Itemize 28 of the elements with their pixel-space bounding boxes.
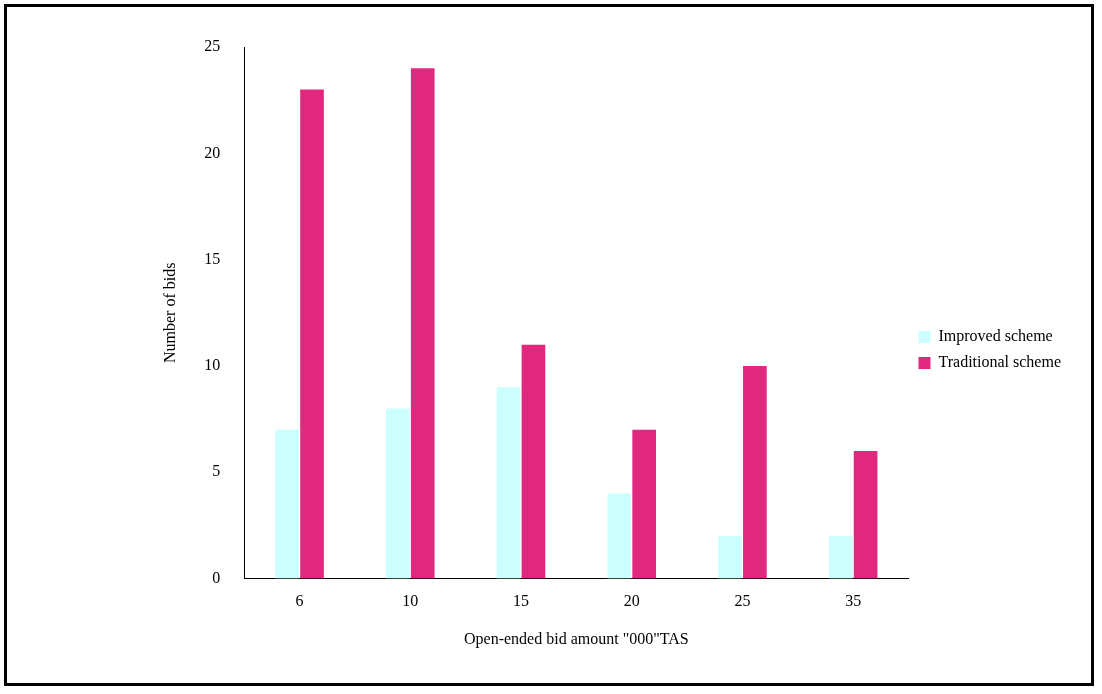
x-tick-label: 25 <box>734 592 751 610</box>
x-tick-label: 35 <box>845 592 862 610</box>
x-axis-title: Open-ended bid amount "000"TAS <box>464 629 689 648</box>
bar <box>300 89 324 579</box>
bar <box>828 536 853 579</box>
bar <box>521 344 546 579</box>
y-axis-title: Number of bids <box>160 262 178 364</box>
y-tick-label: 0 <box>212 568 221 586</box>
bar <box>853 451 878 579</box>
bar <box>385 408 410 579</box>
bar <box>632 429 656 579</box>
x-tick-label: 6 <box>295 592 304 610</box>
bar <box>275 429 299 579</box>
bar <box>743 365 767 579</box>
x-tick-label: 10 <box>402 592 419 610</box>
bar <box>410 68 435 579</box>
y-tick-label: 25 <box>204 37 221 55</box>
bar <box>718 536 742 579</box>
y-tick-label: 10 <box>204 356 221 374</box>
bar <box>496 387 521 579</box>
y-tick-label: 15 <box>204 249 221 267</box>
y-tick-label: 20 <box>204 143 221 161</box>
bar <box>607 493 632 579</box>
y-tick-label: 5 <box>212 462 221 480</box>
x-tick-label: 15 <box>512 592 529 610</box>
legend-label: Traditional scheme <box>938 353 1061 371</box>
legend-label: Improved scheme <box>938 327 1053 346</box>
x-tick-label: 20 <box>623 592 640 610</box>
